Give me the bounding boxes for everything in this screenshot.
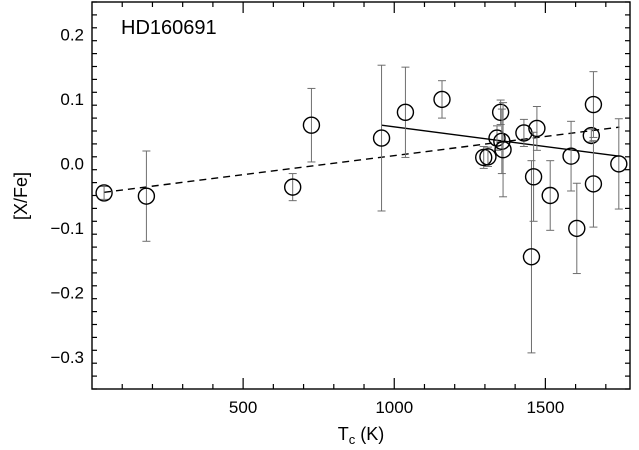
- x-tick-label: 1500: [526, 398, 564, 417]
- star-name-annotation: HD160691: [121, 17, 217, 39]
- y-tick-label: 0.1: [60, 90, 84, 109]
- data-point: [488, 125, 506, 151]
- data-point: [524, 131, 543, 222]
- data-point-marker: [562, 147, 580, 165]
- data-point: [302, 87, 321, 163]
- data-point: [479, 146, 497, 167]
- data-point: [528, 105, 546, 151]
- data-point-marker: [610, 155, 628, 173]
- data-point-marker: [584, 95, 603, 114]
- data-point-marker: [494, 141, 512, 159]
- data-point-marker: [491, 103, 510, 121]
- data-point: [137, 150, 156, 242]
- data-point-marker: [433, 90, 451, 109]
- x-axis-title-subscript: c: [349, 432, 356, 447]
- data-point-marker: [493, 132, 511, 151]
- data-point-marker: [302, 116, 321, 134]
- x-tick-label: 500: [229, 398, 257, 417]
- data-point-marker: [396, 103, 415, 121]
- data-point: [582, 126, 601, 145]
- data-point-marker: [515, 124, 533, 142]
- data-point: [494, 102, 512, 198]
- x-axis-title: Tc (K): [338, 424, 385, 447]
- data-point-marker: [95, 184, 113, 202]
- data-point: [433, 80, 451, 119]
- data-point-marker: [283, 178, 302, 196]
- x-axis-title-unit: (K): [355, 424, 384, 444]
- y-tick-label: 0.0: [60, 154, 84, 173]
- data-point: [515, 118, 533, 147]
- data-point-marker: [528, 119, 546, 138]
- data-point: [396, 66, 415, 158]
- data-point: [491, 99, 510, 126]
- x-tick-label: 1000: [375, 398, 413, 417]
- data-point-marker: [568, 219, 586, 238]
- data-point-marker: [582, 126, 601, 145]
- y-tick-label: −0.2: [50, 283, 84, 302]
- data-point-marker: [524, 168, 543, 186]
- trend-line-solid: [381, 124, 620, 157]
- data-point: [522, 160, 541, 354]
- data-point: [541, 160, 559, 231]
- data-point-marker: [479, 148, 497, 166]
- data-point-marker: [372, 129, 391, 147]
- data-point: [562, 120, 580, 192]
- data-point: [95, 184, 113, 202]
- data-point: [283, 173, 302, 202]
- y-tick-label: −0.3: [50, 348, 84, 367]
- plot-content: [95, 64, 628, 354]
- data-point-marker: [541, 186, 559, 205]
- data-point: [610, 118, 628, 210]
- y-tick-label: 0.2: [60, 25, 84, 44]
- data-point-marker: [488, 129, 506, 147]
- y-axis-title: [X/Fe]: [11, 172, 31, 220]
- data-point: [584, 71, 603, 138]
- data-point-marker: [584, 175, 603, 193]
- axis-ticks: 500 1000 1500 −0.3 −0.2 −0.1 0.0 0.1 0.2: [50, 1, 630, 417]
- data-point: [568, 182, 586, 275]
- data-point: [372, 64, 391, 212]
- data-point: [584, 140, 603, 228]
- y-tick-label: −0.1: [50, 219, 84, 238]
- data-point-marker: [137, 187, 156, 205]
- data-point-marker: [522, 248, 541, 266]
- x-axis-title-main: T: [338, 424, 349, 444]
